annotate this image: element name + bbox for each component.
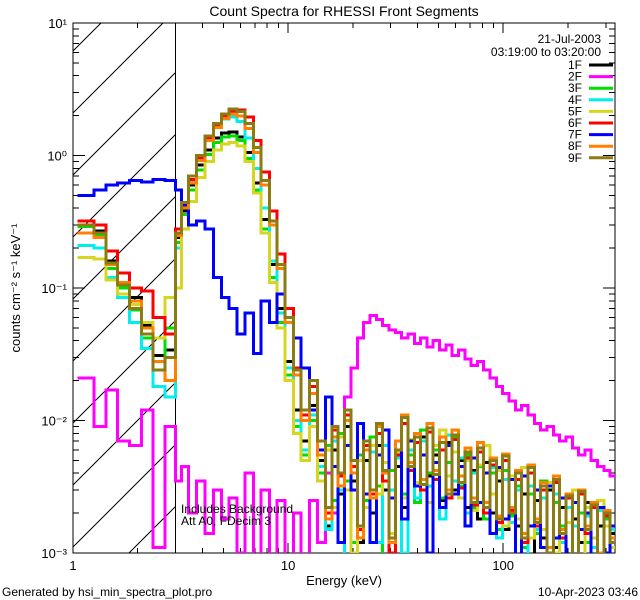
- series-lines: [77, 107, 615, 553]
- legend-label-1F: 1F: [568, 58, 582, 72]
- axis-tick-labels: 1 10 100 10¹ 10⁰ 10⁻¹ 10⁻² 10⁻³: [41, 16, 514, 573]
- annotation-includes-background: Includes Background: [181, 502, 293, 516]
- legend-label-8F: 8F: [568, 139, 582, 153]
- y-axis-label: counts cm⁻² s⁻¹ keV⁻¹: [8, 223, 23, 353]
- legend-label-6F: 6F: [568, 116, 582, 130]
- series-line-9F: [77, 107, 615, 553]
- time-range-label: 03:19:00 to 03:20:00: [491, 45, 601, 59]
- legend-label-4F: 4F: [568, 93, 582, 107]
- footer-timestamp: 10-Apr-2023 03:46: [538, 585, 638, 599]
- x-tick-label: 1: [69, 558, 76, 573]
- legend-label-5F: 5F: [568, 104, 582, 118]
- legend-label-9F: 9F: [568, 151, 582, 165]
- x-tick-label: 10: [281, 558, 295, 573]
- legend-label-3F: 3F: [568, 81, 582, 95]
- y-tick-label: 10⁻¹: [41, 281, 67, 296]
- y-tick-label: 10⁻³: [41, 546, 67, 561]
- axis-ticks: [72, 22, 615, 554]
- x-tick-label: 100: [492, 558, 514, 573]
- legend-label-2F: 2F: [568, 70, 582, 84]
- y-tick-label: 10¹: [48, 16, 67, 31]
- legend-label-7F: 7F: [568, 128, 582, 142]
- chart-title: Count Spectra for RHESSI Front Segments: [209, 3, 478, 19]
- footer-generated-by: Generated by hsi_min_spectra_plot.pro: [2, 585, 212, 599]
- series-line-2F: [77, 314, 615, 553]
- date-label: 21-Jul-2003: [538, 32, 602, 46]
- x-axis-label: Energy (keV): [306, 573, 382, 588]
- annotation-attenuator: Att A0, FDecim 3: [181, 514, 271, 528]
- y-tick-label: 10⁰: [47, 149, 67, 164]
- y-tick-label: 10⁻²: [41, 414, 67, 429]
